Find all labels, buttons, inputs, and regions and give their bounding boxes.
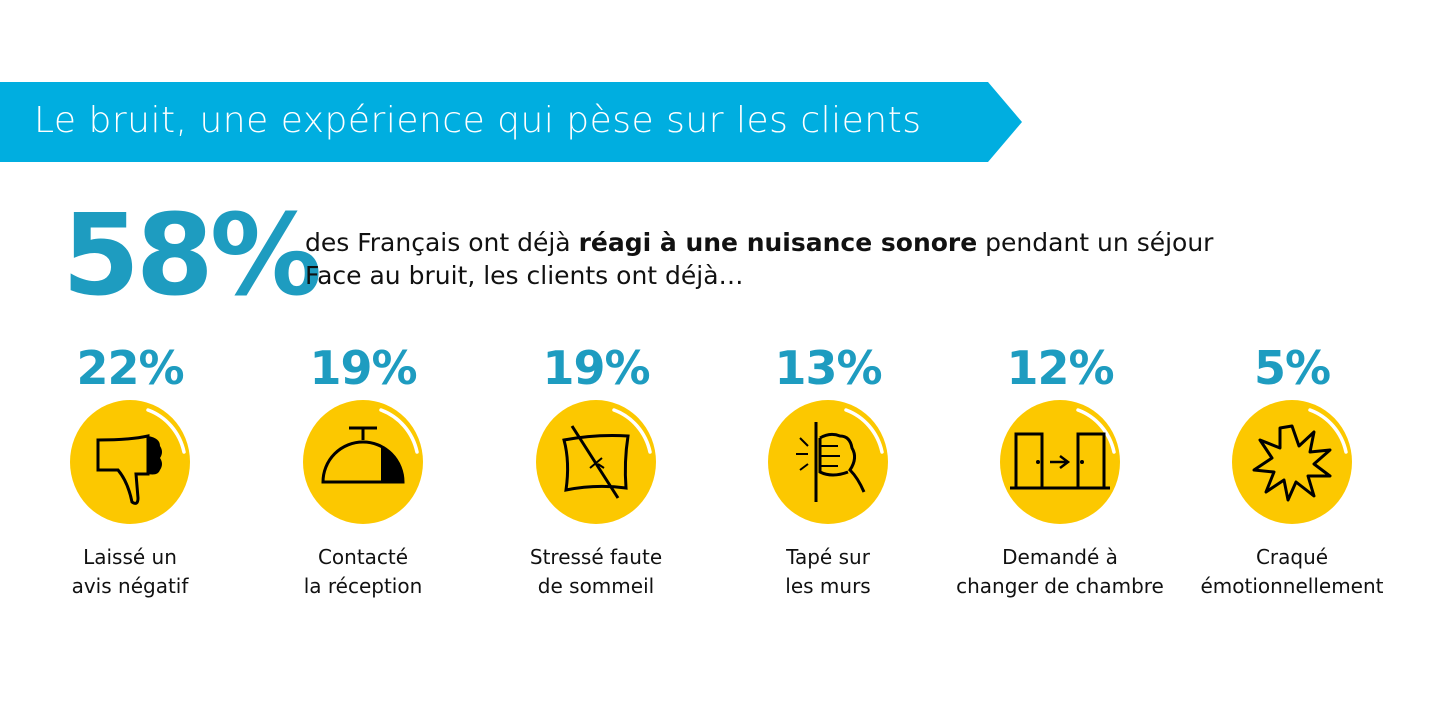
headline-text-bold: réagi à une nuisance sonore — [578, 228, 978, 257]
stat-label-line-1: Craqué — [1255, 545, 1329, 569]
stat-item: 13% Tapé sur les murs — [708, 340, 948, 601]
headline-text-pre: des Français ont déjà — [305, 228, 579, 257]
stat-label: Demandé à changer de chambre — [940, 543, 1180, 601]
burst-icon — [1232, 400, 1352, 524]
stat-percentage: 22% — [76, 341, 184, 395]
stat-item: 5% Craqué émotionnellement — [1172, 340, 1412, 601]
stat-percentage: 5% — [1253, 341, 1331, 395]
page-title: Le bruit, une expérience qui pèse sur le… — [34, 100, 922, 141]
stat-icon-circle — [767, 399, 889, 525]
stat-icon-circle — [999, 399, 1121, 525]
stat-label: Laissé un avis négatif — [10, 543, 250, 601]
stat-label: Tapé sur les murs — [708, 543, 948, 601]
crossed-pillow-icon — [536, 400, 656, 524]
stat-label-line-2: de sommeil — [537, 574, 655, 598]
stat-icon-circle — [535, 399, 657, 525]
stat-icon-circle — [1231, 399, 1353, 525]
thumbs-down-icon — [70, 400, 190, 524]
stat-label-line-2: avis négatif — [71, 574, 189, 598]
headline-line-2: Face au bruit, les clients ont déjà… — [305, 261, 744, 290]
stat-icon-circle — [69, 399, 191, 525]
stat-percentage: 12% — [1006, 341, 1114, 395]
headline-text-post: pendant un séjour — [977, 228, 1214, 257]
stat-item: 22% Laissé un avis négatif — [10, 340, 250, 601]
banner-arrow-shape — [0, 82, 1022, 162]
stat-percentage: 19% — [309, 341, 417, 395]
title-banner: Le bruit, une expérience qui pèse sur le… — [0, 82, 1022, 162]
stat-item: 19% Contacté la réception — [243, 340, 483, 601]
stat-percentage: 13% — [774, 341, 882, 395]
headline-line-1: des Français ont déjà réagi à une nuisan… — [305, 226, 1213, 259]
stat-label-line-2: changer de chambre — [956, 574, 1164, 598]
stat-label-line-1: Laissé un — [83, 545, 177, 569]
fist-knocking-wall-icon — [768, 400, 888, 524]
stat-label: Craqué émotionnellement — [1172, 543, 1412, 601]
stat-label: Contacté la réception — [243, 543, 483, 601]
stat-label: Stressé faute de sommeil — [476, 543, 716, 601]
stat-label-line-2: la réception — [303, 574, 423, 598]
headline-percentage: 58% — [62, 191, 322, 321]
change-room-doors-icon — [1000, 400, 1120, 524]
stat-label-line-2: les murs — [785, 574, 871, 598]
stat-item: 19% Stressé faute de sommeil — [476, 340, 716, 601]
reception-bell-icon — [303, 400, 423, 524]
stat-icon-circle — [302, 399, 424, 525]
stat-label-line-1: Tapé sur — [786, 545, 870, 569]
stat-label-line-1: Stressé faute — [529, 545, 663, 569]
stat-percentage: 19% — [542, 341, 650, 395]
stat-item: 12% Demandé à changer de chambre — [940, 340, 1180, 601]
stat-label-line-1: Demandé à — [1002, 545, 1118, 569]
stat-label-line-1: Contacté — [317, 545, 409, 569]
stat-label-line-2: émotionnellement — [1200, 574, 1384, 598]
headline-text: des Français ont déjà réagi à une nuisan… — [305, 226, 1213, 292]
